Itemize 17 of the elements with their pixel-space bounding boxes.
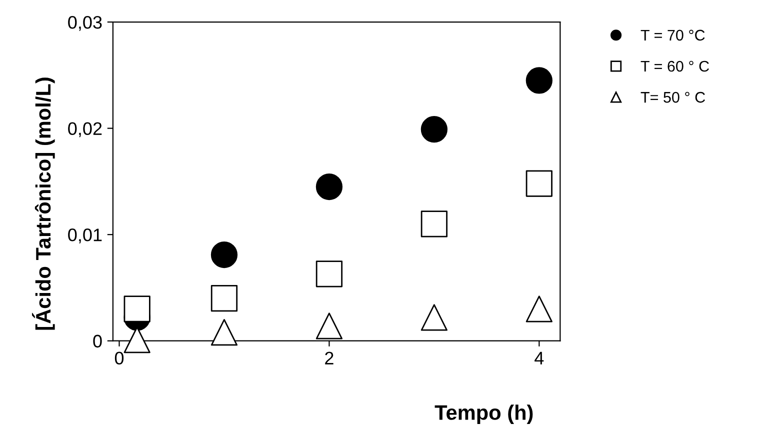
x-tick-label: 0 [114,352,124,365]
y-axis-title: [Ácido Tartrônico] (mol/L) [32,78,55,330]
x-axis-title: Tempo (h) [434,404,533,424]
y-tick-label: 0,02 [68,122,102,138]
point [526,67,552,94]
x-tick-label: 2 [325,352,334,364]
y-tick-label: 0 [93,334,102,348]
point [420,116,448,143]
point [316,173,343,200]
legend-label: T = 60 ° C [640,60,709,72]
y-tick-label: 0,03 [68,16,102,31]
legend-label: T = 70 °C [640,30,705,41]
legend-label: T= 50 ° C [640,92,706,103]
x-tick-label: 4 [534,352,544,364]
point [124,296,150,322]
point [210,241,238,268]
y-tick-label: 0,01 [68,228,102,244]
